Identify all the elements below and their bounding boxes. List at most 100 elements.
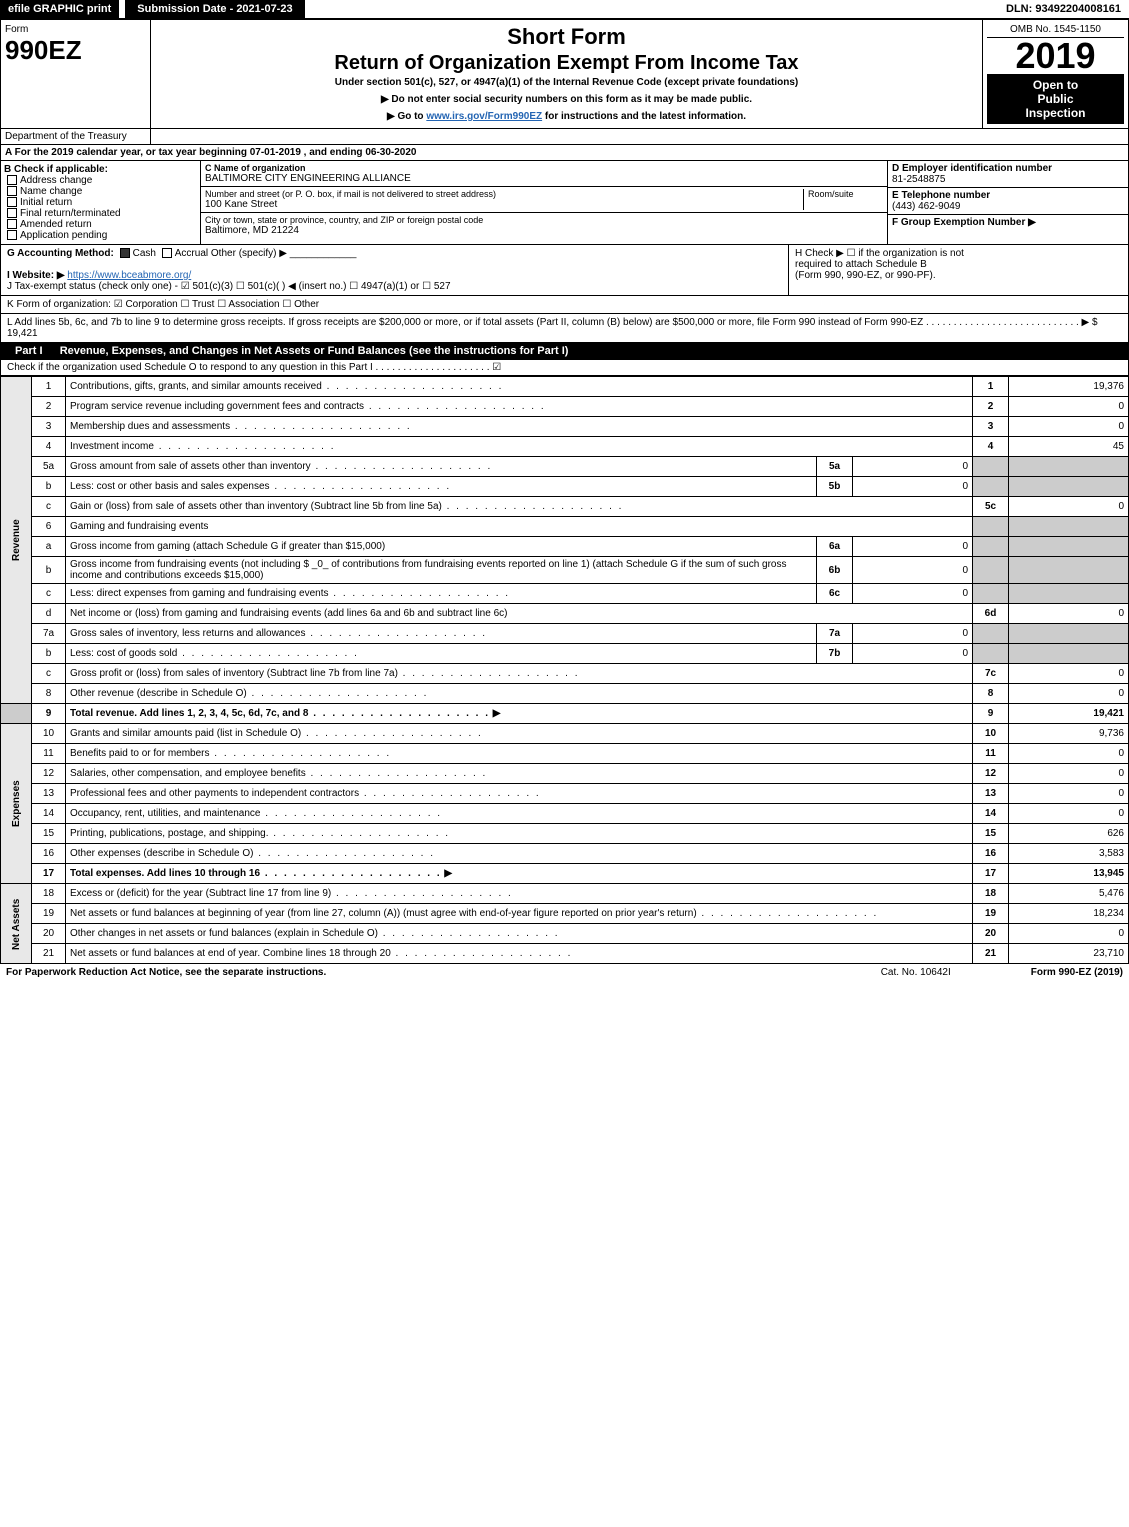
row-17: 17 Total expenses. Add lines 10 through … bbox=[1, 864, 1129, 884]
footer: For Paperwork Reduction Act Notice, see … bbox=[0, 964, 1129, 981]
irs-link[interactable]: www.irs.gov/Form990EZ bbox=[426, 111, 542, 122]
row-18: Net Assets 18 Excess or (deficit) for th… bbox=[1, 884, 1129, 904]
row-11: 11 Benefits paid to or for members 11 0 bbox=[1, 744, 1129, 764]
row-5b: b Less: cost or other basis and sales ex… bbox=[1, 477, 1129, 497]
goto-notice: ▶ Go to www.irs.gov/Form990EZ for instru… bbox=[155, 111, 978, 122]
top-bar: efile GRAPHIC print Submission Date - 20… bbox=[0, 0, 1129, 19]
h-l2: required to attach Schedule B bbox=[795, 259, 1122, 270]
row-5c: c Gain or (loss) from sale of assets oth… bbox=[1, 497, 1129, 517]
ein-value: 81-2548875 bbox=[892, 174, 1124, 185]
open-l1: Open to bbox=[991, 78, 1120, 92]
row-6c: c Less: direct expenses from gaming and … bbox=[1, 584, 1129, 604]
chk-cash[interactable] bbox=[120, 248, 130, 258]
row-9: 9 Total revenue. Add lines 1, 2, 3, 4, 5… bbox=[1, 704, 1129, 724]
h-l1: H Check ▶ ☐ if the organization is not bbox=[795, 248, 1122, 259]
lines-table: Revenue 1 Contributions, gifts, grants, … bbox=[0, 376, 1129, 964]
def-block: D Employer identification number 81-2548… bbox=[888, 161, 1128, 244]
g-label: G Accounting Method: bbox=[7, 248, 114, 259]
under-section: Under section 501(c), 527, or 4947(a)(1)… bbox=[155, 77, 978, 88]
chk-initial[interactable]: Initial return bbox=[4, 197, 197, 208]
g-other: Other (specify) ▶ bbox=[211, 248, 287, 259]
side-expenses: Expenses bbox=[1, 724, 32, 884]
e-phone: E Telephone number (443) 462-9049 bbox=[888, 188, 1128, 215]
d-ein: D Employer identification number 81-2548… bbox=[888, 161, 1128, 188]
open-to-public: Open to Public Inspection bbox=[987, 74, 1124, 124]
j-tax-exempt: J Tax-exempt status (check only one) - ☑… bbox=[7, 281, 451, 292]
side-revenue: Revenue bbox=[1, 377, 32, 704]
chk-final[interactable]: Final return/terminated bbox=[4, 208, 197, 219]
cat-no: Cat. No. 10642I bbox=[881, 967, 951, 978]
paperwork-notice: For Paperwork Reduction Act Notice, see … bbox=[6, 967, 326, 978]
dept-treasury: Department of the Treasury bbox=[1, 129, 151, 144]
chk-accrual[interactable] bbox=[162, 248, 172, 258]
row-7b: b Less: cost of goods sold 7b 0 bbox=[1, 644, 1129, 664]
g-accounting: G Accounting Method: Cash Accrual Other … bbox=[1, 245, 788, 295]
c-block: C Name of organization BALTIMORE CITY EN… bbox=[201, 161, 888, 244]
e-label: E Telephone number bbox=[892, 190, 1124, 201]
form-id-block: Form 990EZ bbox=[1, 20, 151, 128]
line-k: K Form of organization: ☑ Corporation ☐ … bbox=[0, 296, 1129, 314]
goto-suffix: for instructions and the latest informat… bbox=[545, 111, 746, 122]
short-form-title: Short Form bbox=[155, 24, 978, 50]
goto-text: ▶ Go to bbox=[387, 111, 426, 122]
c-name-row: C Name of organization BALTIMORE CITY EN… bbox=[201, 161, 887, 187]
org-city: Baltimore, MD 21224 bbox=[205, 225, 883, 236]
row-6d: d Net income or (loss) from gaming and f… bbox=[1, 604, 1129, 624]
open-l3: Inspection bbox=[991, 106, 1120, 120]
chk-amended[interactable]: Amended return bbox=[4, 219, 197, 230]
c-addr-row: Number and street (or P. O. box, if mail… bbox=[201, 187, 887, 213]
line-a: A For the 2019 calendar year, or tax yea… bbox=[0, 145, 1129, 161]
row-6: 6 Gaming and fundraising events bbox=[1, 517, 1129, 537]
part1-header: Part I Revenue, Expenses, and Changes in… bbox=[0, 343, 1129, 360]
c-city-row: City or town, state or province, country… bbox=[201, 213, 887, 238]
entity-block: B Check if applicable: Address change Na… bbox=[0, 161, 1129, 245]
part1-heading: Revenue, Expenses, and Changes in Net As… bbox=[60, 345, 569, 357]
ssn-notice: ▶ Do not enter social security numbers o… bbox=[155, 94, 978, 105]
b-checkboxes: B Check if applicable: Address change Na… bbox=[1, 161, 201, 244]
row-21: 21 Net assets or fund balances at end of… bbox=[1, 944, 1129, 964]
phone-value: (443) 462-9049 bbox=[892, 201, 1124, 212]
desc-1: Contributions, gifts, grants, and simila… bbox=[70, 381, 503, 392]
part1-sub: Check if the organization used Schedule … bbox=[0, 360, 1129, 376]
return-title: Return of Organization Exempt From Incom… bbox=[155, 52, 978, 75]
row-16: 16 Other expenses (describe in Schedule … bbox=[1, 844, 1129, 864]
form-meta-block: OMB No. 1545-1150 2019 Open to Public In… bbox=[983, 20, 1128, 128]
i-label: I Website: ▶ bbox=[7, 270, 65, 281]
dln: DLN: 93492204008161 bbox=[998, 0, 1129, 18]
c-addr-label: Number and street (or P. O. box, if mail… bbox=[205, 189, 803, 199]
row-7c: c Gross profit or (loss) from sales of i… bbox=[1, 664, 1129, 684]
chk-address[interactable]: Address change bbox=[4, 175, 197, 186]
c-name-label: C Name of organization bbox=[205, 163, 883, 173]
row-1: Revenue 1 Contributions, gifts, grants, … bbox=[1, 377, 1129, 397]
submission-date: Submission Date - 2021-07-23 bbox=[125, 0, 304, 18]
row-14: 14 Occupancy, rent, utilities, and maint… bbox=[1, 804, 1129, 824]
d-label: D Employer identification number bbox=[892, 163, 1124, 174]
gh-block: G Accounting Method: Cash Accrual Other … bbox=[0, 245, 1129, 296]
dept-row: Department of the Treasury bbox=[0, 129, 1129, 145]
row-7a: 7a Gross sales of inventory, less return… bbox=[1, 624, 1129, 644]
tax-year: 2019 bbox=[987, 38, 1124, 74]
row-5a: 5a Gross amount from sale of assets othe… bbox=[1, 457, 1129, 477]
f-label: F Group Exemption Number ▶ bbox=[892, 217, 1124, 228]
form-code: 990EZ bbox=[5, 35, 146, 66]
f-group: F Group Exemption Number ▶ bbox=[888, 215, 1128, 230]
part1-label: Part I bbox=[7, 345, 51, 357]
row-20: 20 Other changes in net assets or fund b… bbox=[1, 924, 1129, 944]
efile-print-label[interactable]: efile GRAPHIC print bbox=[0, 0, 119, 18]
amt-1: 19,376 bbox=[1009, 377, 1129, 397]
row-3: 3 Membership dues and assessments 3 0 bbox=[1, 417, 1129, 437]
open-l2: Public bbox=[991, 92, 1120, 106]
website-link[interactable]: https://www.bceabmore.org/ bbox=[67, 270, 191, 281]
row-8: 8 Other revenue (describe in Schedule O)… bbox=[1, 684, 1129, 704]
row-12: 12 Salaries, other compensation, and emp… bbox=[1, 764, 1129, 784]
row-2: 2 Program service revenue including gove… bbox=[1, 397, 1129, 417]
row-6b: b Gross income from fundraising events (… bbox=[1, 557, 1129, 584]
row-4: 4 Investment income 4 45 bbox=[1, 437, 1129, 457]
form-word: Form bbox=[5, 24, 146, 35]
b-label: B Check if applicable: bbox=[4, 164, 197, 175]
chk-pending[interactable]: Application pending bbox=[4, 230, 197, 241]
form-header: Form 990EZ Short Form Return of Organiza… bbox=[0, 19, 1129, 129]
h-block: H Check ▶ ☐ if the organization is not r… bbox=[788, 245, 1128, 295]
org-street: 100 Kane Street bbox=[205, 199, 803, 210]
chk-name[interactable]: Name change bbox=[4, 186, 197, 197]
